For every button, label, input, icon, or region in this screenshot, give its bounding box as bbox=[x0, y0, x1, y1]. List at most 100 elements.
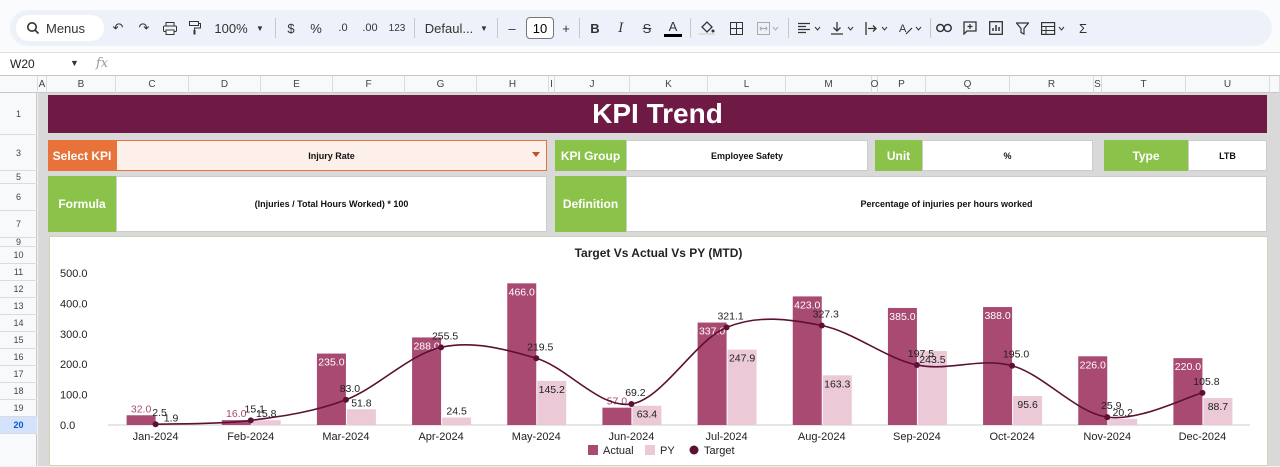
column-header-b[interactable]: B bbox=[47, 76, 116, 93]
kpi-group-value: Employee Safety bbox=[626, 140, 868, 171]
minus-icon[interactable]: – bbox=[508, 20, 516, 36]
kpi-group-label: KPI Group bbox=[555, 140, 626, 171]
bar-actual bbox=[1173, 358, 1203, 425]
chevron-down-icon[interactable]: ▼ bbox=[480, 23, 488, 33]
column-header-t[interactable]: T bbox=[1102, 76, 1186, 93]
target-point bbox=[723, 324, 730, 331]
percent-button[interactable]: % bbox=[310, 20, 322, 36]
row-header-5[interactable]: 5 bbox=[0, 171, 37, 184]
x-tick-label: Dec-2024 bbox=[1179, 431, 1227, 443]
column-header-j[interactable]: J bbox=[555, 76, 630, 93]
row-header-9[interactable]: 9 bbox=[0, 237, 37, 247]
row-header-7[interactable]: 7 bbox=[0, 211, 37, 238]
bar-actual bbox=[887, 307, 917, 425]
legend-swatch-target bbox=[689, 445, 699, 455]
currency-button[interactable]: $ bbox=[287, 20, 295, 36]
print-icon[interactable] bbox=[161, 17, 179, 39]
row-header-17[interactable]: 17 bbox=[0, 366, 37, 383]
strikethrough-icon[interactable]: S bbox=[642, 20, 652, 36]
chevron-down-icon[interactable]: ▼ bbox=[256, 23, 264, 33]
column-header-g[interactable]: G bbox=[405, 76, 477, 93]
name-box[interactable]: W20 bbox=[10, 57, 35, 71]
vertical-align-icon[interactable] bbox=[830, 17, 856, 39]
align-icon[interactable] bbox=[796, 17, 824, 39]
plus-icon[interactable]: + bbox=[562, 20, 570, 36]
data-label-actual: 32.0 bbox=[131, 403, 152, 415]
column-header-m[interactable]: M bbox=[786, 76, 872, 93]
increase-decimal-button[interactable]: .00 bbox=[362, 22, 378, 34]
row-header-16[interactable]: 16 bbox=[0, 349, 37, 366]
comment-icon[interactable] bbox=[962, 17, 978, 39]
column-header-f[interactable]: F bbox=[333, 76, 405, 93]
row-header-10[interactable]: 10 bbox=[0, 247, 37, 264]
svg-text:A: A bbox=[899, 23, 907, 35]
column-header-a[interactable]: A bbox=[38, 76, 47, 93]
fx-icon: fx bbox=[96, 56, 109, 71]
column-header-filler bbox=[1270, 76, 1280, 93]
borders-icon[interactable] bbox=[728, 17, 744, 39]
row-header-11[interactable]: 11 bbox=[0, 264, 37, 281]
link-icon[interactable] bbox=[936, 17, 952, 39]
filter-icon[interactable] bbox=[1014, 17, 1030, 39]
row-headers: 1 3 5 6 7 9 10 11 12 13 14 15 16 17 18 19 20 bbox=[0, 93, 37, 466]
type-label: Type bbox=[1104, 140, 1188, 171]
select-all-corner[interactable] bbox=[0, 76, 38, 93]
chevron-down-icon[interactable]: ▼ bbox=[70, 58, 79, 68]
functions-button[interactable]: Σ bbox=[1078, 20, 1088, 36]
column-header-e[interactable]: E bbox=[261, 76, 333, 93]
y-tick-label: 200.0 bbox=[60, 359, 88, 371]
row-header-13[interactable]: 13 bbox=[0, 298, 37, 315]
bold-button[interactable]: B bbox=[590, 20, 600, 36]
row-header-3[interactable]: 3 bbox=[0, 135, 37, 171]
merge-cells-icon[interactable] bbox=[754, 17, 782, 39]
redo-icon[interactable]: ↷ bbox=[138, 20, 150, 35]
font-select[interactable]: Defaul... bbox=[424, 20, 474, 36]
row-header-6[interactable]: 6 bbox=[0, 184, 37, 211]
filter-views-icon[interactable] bbox=[1040, 17, 1068, 39]
column-header-p[interactable]: P bbox=[878, 76, 926, 93]
column-header-k[interactable]: K bbox=[630, 76, 708, 93]
fill-color-icon[interactable] bbox=[698, 17, 716, 39]
column-header-c[interactable]: C bbox=[116, 76, 189, 93]
zoom-select[interactable]: 100% bbox=[214, 20, 248, 36]
number-format-button[interactable]: 123 bbox=[388, 22, 406, 34]
text-color-icon[interactable]: A bbox=[664, 17, 682, 39]
column-header-q[interactable]: Q bbox=[926, 76, 1010, 93]
row-header-15[interactable]: 15 bbox=[0, 332, 37, 349]
column-header-d[interactable]: D bbox=[189, 76, 261, 93]
y-tick-label: 0.0 bbox=[60, 420, 75, 432]
column-header-s[interactable]: S bbox=[1094, 76, 1102, 93]
row-header-14[interactable]: 14 bbox=[0, 315, 37, 332]
data-label-py: 247.9 bbox=[729, 353, 755, 365]
chart-icon[interactable] bbox=[988, 17, 1004, 39]
menus-search[interactable]: Menus bbox=[16, 15, 104, 41]
target-point bbox=[913, 361, 920, 368]
dropdown-arrow-icon[interactable] bbox=[532, 152, 540, 157]
row-header-18[interactable]: 18 bbox=[0, 383, 37, 400]
column-header-i[interactable]: I bbox=[549, 76, 555, 93]
row-header-1[interactable]: 1 bbox=[0, 93, 37, 135]
select-kpi-dropdown[interactable]: Injury Rate bbox=[116, 140, 547, 171]
row-header-20[interactable]: 20 bbox=[0, 417, 37, 434]
row-header-19[interactable]: 19 bbox=[0, 400, 37, 417]
column-header-h[interactable]: H bbox=[477, 76, 549, 93]
column-header-u[interactable]: U bbox=[1186, 76, 1270, 93]
target-point bbox=[1009, 362, 1016, 369]
data-label-py: 20.2 bbox=[1113, 407, 1134, 419]
data-label-actual: 466.0 bbox=[509, 286, 535, 298]
column-header-o[interactable]: O bbox=[871, 76, 878, 93]
text-rotation-icon[interactable]: A bbox=[898, 17, 924, 39]
chart-container[interactable]: Target Vs Actual Vs PY (MTD) 0.0 100.0 200… bbox=[49, 236, 1268, 466]
undo-icon[interactable]: ↶ bbox=[112, 20, 124, 35]
text-wrap-icon[interactable] bbox=[864, 17, 890, 39]
column-header-r[interactable]: R bbox=[1010, 76, 1094, 93]
decrease-decimal-button[interactable]: .0 bbox=[338, 22, 348, 34]
x-tick-label: May-2024 bbox=[512, 431, 561, 443]
column-header-l[interactable]: L bbox=[708, 76, 786, 93]
paint-format-icon[interactable] bbox=[186, 17, 204, 39]
formula-bar: W20 ▼ fx bbox=[0, 52, 1280, 76]
font-size-input[interactable]: 10 bbox=[526, 17, 554, 39]
italic-button[interactable]: I bbox=[618, 20, 624, 36]
row-header-12[interactable]: 12 bbox=[0, 281, 37, 298]
